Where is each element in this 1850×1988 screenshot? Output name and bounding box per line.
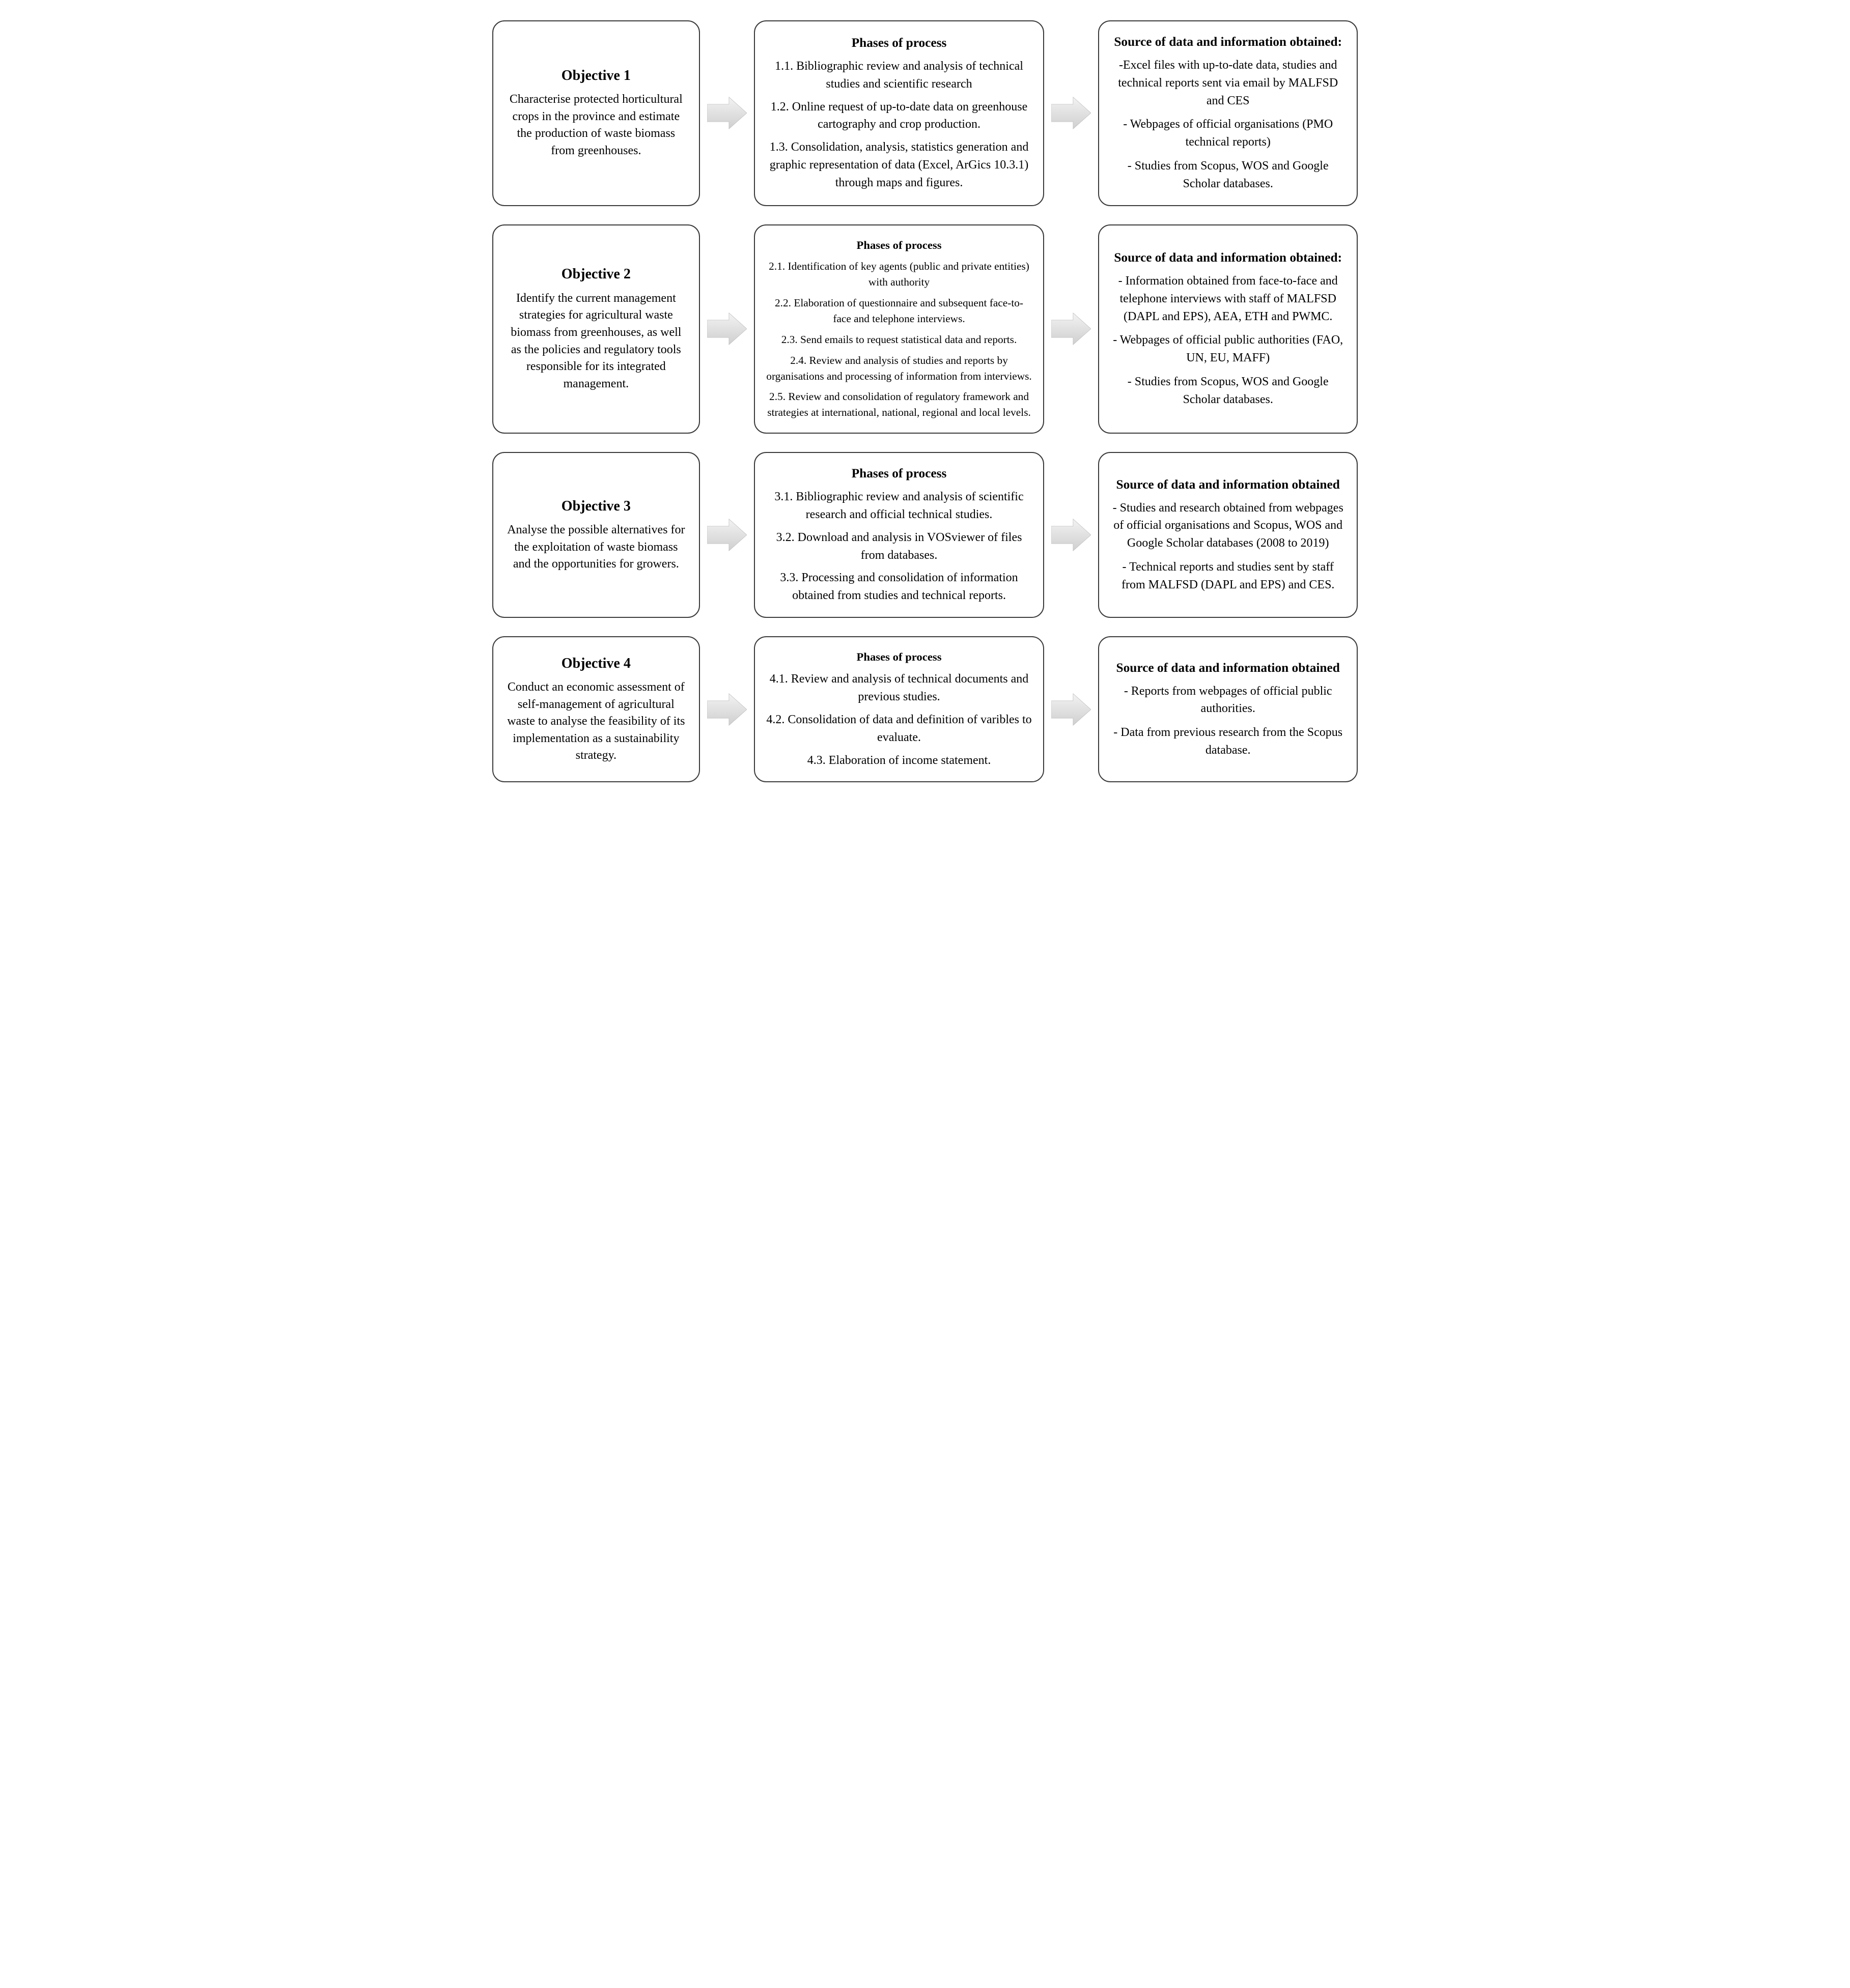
phases-item: 2.1. Identification of key agents (publi… xyxy=(766,259,1032,290)
phases-title: Phases of process xyxy=(766,649,1032,664)
phases-item: 3.2. Download and analysis in VOSviewer … xyxy=(766,529,1032,564)
objective-text: Characterise protected horticultural cro… xyxy=(504,91,688,159)
phases-box-1: Phases of process 1.1. Bibliographic revi… xyxy=(754,20,1045,206)
phases-item: 2.5. Review and consolidation of regulat… xyxy=(766,389,1032,420)
sources-item: - Reports from webpages of official publ… xyxy=(1110,683,1346,718)
arrow-icon xyxy=(1051,519,1091,551)
arrow-cell xyxy=(1051,20,1091,206)
arrow-cell xyxy=(707,636,747,782)
sources-title: Source of data and information obtained: xyxy=(1110,34,1346,50)
phases-list: 3.1. Bibliographic review and analysis o… xyxy=(766,488,1032,605)
objective-box-1: Objective 1 Characterise protected hortic… xyxy=(492,20,700,206)
objective-text: Conduct an economic assessment of self-m… xyxy=(504,679,688,764)
sources-item: - Webpages of official organisations (PM… xyxy=(1110,116,1346,151)
arrow-icon xyxy=(707,519,747,551)
arrow-cell xyxy=(1051,636,1091,782)
sources-item: - Studies from Scopus, WOS and Google Sc… xyxy=(1110,157,1346,193)
objective-text: Analyse the possible alternatives for th… xyxy=(504,522,688,573)
objective-box-2: Objective 2 Identify the current manageme… xyxy=(492,224,700,434)
arrow-icon xyxy=(1051,97,1091,129)
sources-list: -Excel files with up-to-date data, studi… xyxy=(1110,56,1346,193)
sources-box-2: Source of data and information obtained:… xyxy=(1098,224,1358,434)
sources-title: Source of data and information obtained: xyxy=(1110,249,1346,266)
objective-box-4: Objective 4 Conduct an economic assessmen… xyxy=(492,636,700,782)
arrow-icon xyxy=(707,313,747,345)
phases-title: Phases of process xyxy=(766,465,1032,482)
objective-title: Objective 1 xyxy=(504,67,688,85)
sources-box-3: Source of data and information obtained -… xyxy=(1098,452,1358,618)
sources-item: - Data from previous research from the S… xyxy=(1110,724,1346,759)
phases-title: Phases of process xyxy=(766,238,1032,252)
phases-item: 1.1. Bibliographic review and analysis o… xyxy=(766,58,1032,93)
phases-list: 2.1. Identification of key agents (publi… xyxy=(766,259,1032,420)
phases-item: 2.2. Elaboration of questionnaire and su… xyxy=(766,295,1032,327)
sources-title: Source of data and information obtained xyxy=(1110,476,1346,493)
arrow-cell xyxy=(1051,452,1091,618)
phases-item: 2.4. Review and analysis of studies and … xyxy=(766,353,1032,384)
objective-text: Identify the current management strategi… xyxy=(504,290,688,393)
arrow-icon xyxy=(707,97,747,129)
sources-item: - Webpages of official public authoritie… xyxy=(1110,331,1346,367)
sources-item: - Information obtained from face-to-face… xyxy=(1110,272,1346,325)
arrow-cell xyxy=(707,452,747,618)
sources-list: - Studies and research obtained from web… xyxy=(1110,499,1346,594)
phases-list: 4.1. Review and analysis of technical do… xyxy=(766,670,1032,769)
phases-box-4: Phases of process 4.1. Review and analysi… xyxy=(754,636,1045,782)
phases-item: 2.3. Send emails to request statistical … xyxy=(766,332,1032,348)
objective-title: Objective 3 xyxy=(504,497,688,516)
sources-list: - Information obtained from face-to-face… xyxy=(1110,272,1346,409)
phases-item: 3.1. Bibliographic review and analysis o… xyxy=(766,488,1032,524)
arrow-cell xyxy=(1051,224,1091,434)
objective-box-3: Objective 3 Analyse the possible alternat… xyxy=(492,452,700,618)
sources-item: - Technical reports and studies sent by … xyxy=(1110,558,1346,594)
arrow-cell xyxy=(707,20,747,206)
objective-title: Objective 4 xyxy=(504,655,688,673)
phases-box-3: Phases of process 3.1. Bibliographic revi… xyxy=(754,452,1045,618)
phases-item: 3.3. Processing and consolidation of inf… xyxy=(766,569,1032,605)
sources-box-4: Source of data and information obtained -… xyxy=(1098,636,1358,782)
phases-item: 1.3. Consolidation, analysis, statistics… xyxy=(766,138,1032,191)
sources-title: Source of data and information obtained xyxy=(1110,660,1346,676)
arrow-icon xyxy=(1051,693,1091,726)
arrow-icon xyxy=(1051,313,1091,345)
sources-box-1: Source of data and information obtained:… xyxy=(1098,20,1358,206)
arrow-icon xyxy=(707,693,747,726)
arrow-cell xyxy=(707,224,747,434)
sources-item: -Excel files with up-to-date data, studi… xyxy=(1110,56,1346,109)
phases-list: 1.1. Bibliographic review and analysis o… xyxy=(766,58,1032,192)
diagram-grid: Objective 1 Characterise protected hortic… xyxy=(492,20,1358,782)
phases-box-2: Phases of process 2.1. Identification of … xyxy=(754,224,1045,434)
phases-item: 1.2. Online request of up-to-date data o… xyxy=(766,98,1032,134)
objective-title: Objective 2 xyxy=(504,265,688,283)
sources-item: - Studies from Scopus, WOS and Google Sc… xyxy=(1110,373,1346,409)
phases-title: Phases of process xyxy=(766,35,1032,51)
phases-item: 4.2. Consolidation of data and definitio… xyxy=(766,711,1032,747)
phases-item: 4.3. Elaboration of income statement. xyxy=(766,752,1032,770)
phases-item: 4.1. Review and analysis of technical do… xyxy=(766,670,1032,706)
sources-list: - Reports from webpages of official publ… xyxy=(1110,683,1346,759)
sources-item: - Studies and research obtained from web… xyxy=(1110,499,1346,552)
